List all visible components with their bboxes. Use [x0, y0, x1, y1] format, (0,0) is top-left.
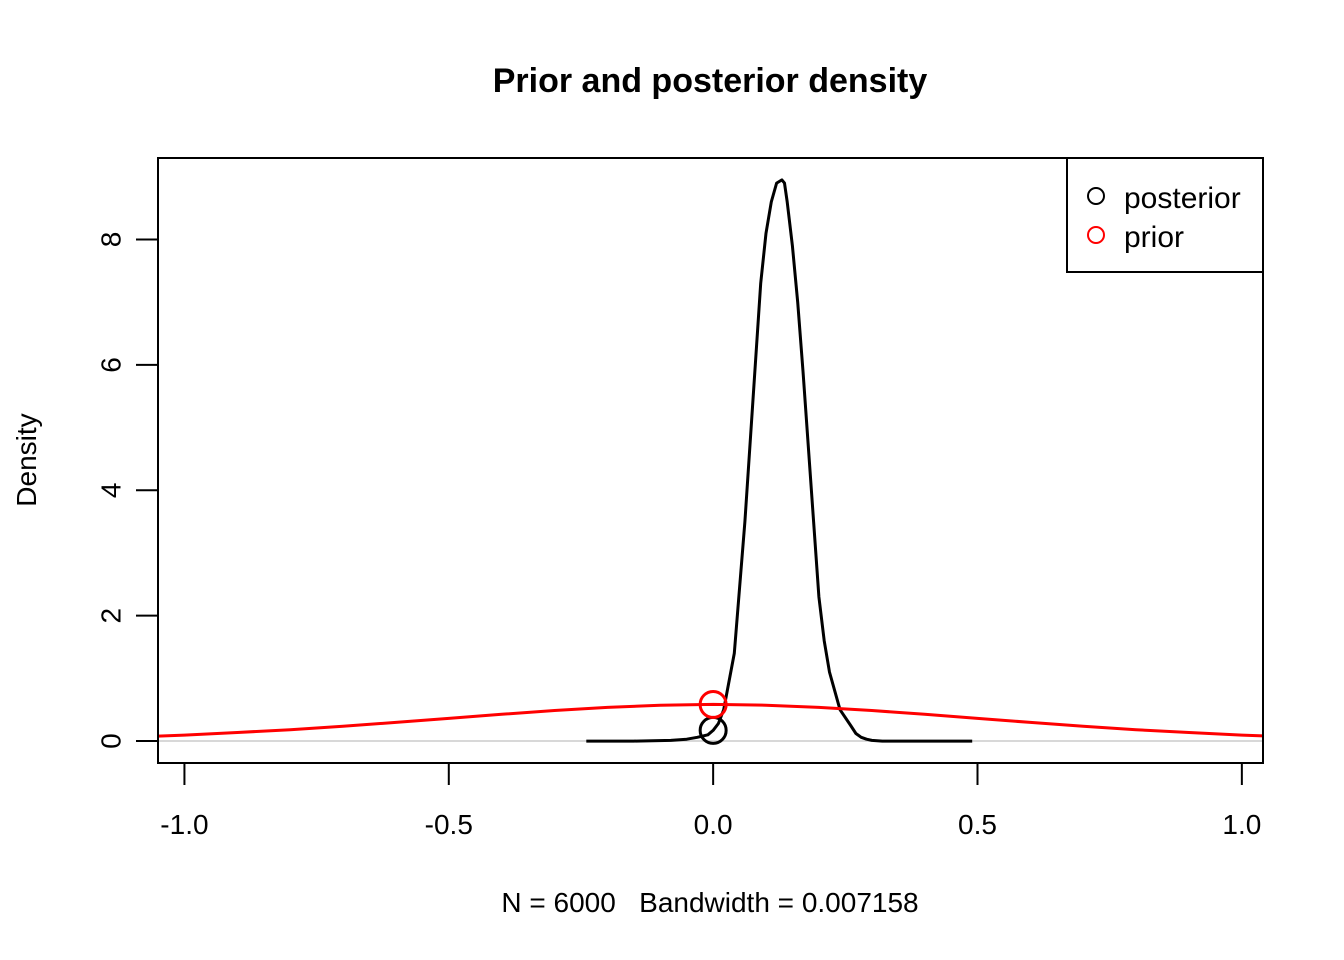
- highlight-points: [698, 689, 728, 745]
- series-lines: [158, 178, 1263, 743]
- x-tick-label: -1.0: [160, 809, 208, 840]
- legend-prior-marker: [1087, 226, 1105, 244]
- legend-posterior-label: posterior: [1124, 182, 1241, 215]
- series-line-prior: [158, 702, 1263, 738]
- chart-title: Prior and posterior density: [493, 62, 928, 100]
- y-tick-label: 0: [96, 733, 127, 749]
- y-tick-label: 6: [96, 357, 127, 373]
- x-axis: -1.0 -0.5 0.0 0.5 1.0: [160, 762, 1261, 840]
- y-tick-label: 2: [96, 608, 127, 624]
- legend-box: [1066, 157, 1264, 273]
- x-axis-label: N = 6000 Bandwidth = 0.007158: [501, 887, 918, 918]
- y-axis: 0 2 4 6 8: [96, 232, 159, 749]
- point-prior: [698, 689, 728, 719]
- x-tick-label: 0.0: [694, 809, 733, 840]
- x-tick-label: 0.5: [958, 809, 997, 840]
- y-tick-label: 4: [96, 482, 127, 498]
- x-tick-label: 1.0: [1222, 809, 1261, 840]
- y-axis-label: Density: [11, 413, 42, 506]
- legend-posterior-marker: [1087, 187, 1105, 205]
- x-tick-label: -0.5: [425, 809, 473, 840]
- y-tick-label: 8: [96, 232, 127, 248]
- legend-prior-label: prior: [1124, 221, 1184, 254]
- legend: posterior prior: [1066, 157, 1264, 273]
- series-line-posterior: [586, 178, 973, 743]
